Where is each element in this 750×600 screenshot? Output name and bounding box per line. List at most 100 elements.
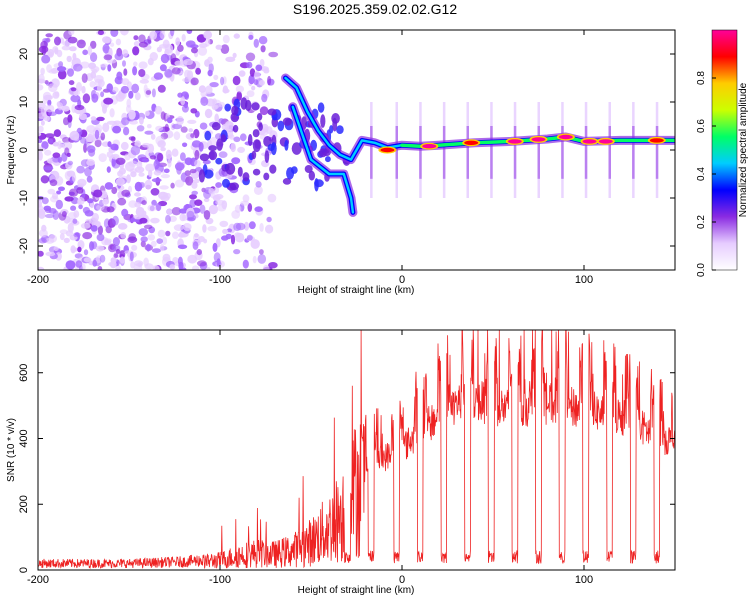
noise-blob	[170, 53, 177, 63]
noise-blob	[89, 241, 95, 251]
streak-core	[561, 126, 564, 179]
noise-blob	[254, 206, 263, 212]
noise-blob	[100, 132, 106, 141]
noise-blob	[107, 141, 112, 148]
noise-blob	[70, 94, 81, 103]
noise-blob	[38, 208, 46, 216]
signal-blob	[208, 145, 217, 152]
noise-blob	[61, 45, 71, 51]
noise-blob	[111, 153, 120, 160]
noise-blob	[151, 248, 162, 254]
noise-blob	[255, 64, 263, 72]
noise-blob	[128, 109, 136, 120]
noise-blob	[233, 249, 241, 255]
noise-blob	[58, 61, 64, 68]
noise-blob	[231, 210, 241, 219]
noise-blob	[147, 204, 157, 212]
streak-core	[513, 126, 517, 179]
noise-blob	[38, 151, 43, 161]
noise-blob	[164, 69, 173, 78]
noise-blob	[156, 46, 162, 53]
noise-blob	[180, 152, 186, 162]
noise-blob	[100, 91, 105, 98]
noise-blob	[231, 157, 241, 165]
noise-blob	[149, 155, 157, 160]
noise-blob	[208, 204, 218, 215]
noise-blob	[225, 56, 236, 62]
noise-blob	[97, 30, 104, 36]
signal-blob	[204, 130, 212, 141]
noise-blob	[147, 234, 156, 241]
noise-blob	[112, 125, 122, 134]
noise-blob	[190, 133, 195, 139]
signal-blob	[332, 117, 338, 132]
noise-blob	[119, 250, 126, 259]
noise-blob	[160, 147, 166, 152]
noise-blob	[189, 194, 197, 200]
noise-blob	[132, 46, 140, 56]
noise-blob	[151, 178, 162, 183]
noise-blob	[71, 104, 77, 114]
noise-blob	[259, 222, 264, 232]
hot-spot	[464, 140, 479, 145]
noise-blob	[233, 33, 240, 39]
noise-blob	[76, 187, 84, 194]
noise-blob	[70, 87, 77, 92]
noise-blob	[59, 233, 65, 241]
noise-blob	[38, 266, 45, 270]
snr-panel: -200 -100 0 100 0 200 400 600 Height of straigh…	[6, 329, 676, 596]
noise-blob	[128, 233, 136, 241]
noise-blob	[43, 94, 53, 101]
signal-blob	[320, 114, 326, 128]
noise-blob	[159, 243, 165, 252]
noise-blob	[263, 68, 270, 74]
noise-blob	[199, 122, 208, 130]
noise-blob	[134, 92, 141, 101]
noise-blob	[67, 160, 74, 166]
noise-blob	[128, 160, 138, 167]
noise-blob	[66, 152, 71, 157]
noise-blob	[131, 244, 138, 251]
noise-blob	[191, 47, 198, 54]
noise-blob	[187, 254, 198, 264]
noise-blob	[72, 52, 77, 61]
noise-blob	[207, 225, 217, 232]
noise-blob	[90, 71, 97, 79]
noise-blob	[132, 66, 138, 76]
noise-blob	[133, 35, 139, 41]
noise-blob	[78, 204, 83, 210]
noise-blob	[38, 112, 47, 120]
colorbar-ramp	[711, 29, 738, 271]
noise-blob	[90, 116, 97, 121]
noise-blob	[215, 182, 223, 188]
noise-blob	[140, 236, 148, 243]
noise-blob	[186, 30, 193, 34]
noise-blob	[167, 158, 172, 168]
noise-blob	[176, 116, 184, 126]
noise-blob	[194, 149, 200, 160]
noise-blob	[159, 31, 166, 39]
spectrogram-heatmap	[38, 30, 675, 270]
noise-blob	[149, 31, 158, 40]
x-tick-label: -200	[27, 574, 49, 586]
noise-blob	[230, 142, 236, 153]
noise-blob	[52, 141, 60, 147]
noise-blob	[198, 142, 204, 152]
x-tick-label: 0	[399, 574, 405, 586]
noise-blob	[197, 46, 208, 56]
noise-blob	[185, 176, 194, 186]
noise-blob	[145, 110, 150, 117]
noise-blob	[262, 264, 270, 270]
signal-blob	[211, 122, 221, 131]
noise-blob	[170, 182, 175, 189]
streak-core	[584, 126, 588, 179]
signal-blob	[282, 117, 292, 126]
noise-blob	[261, 93, 268, 103]
noise-blob	[38, 229, 48, 238]
noise-blob	[259, 249, 264, 255]
noise-blob	[97, 266, 103, 270]
signal-blob	[252, 168, 261, 176]
snr-line	[38, 330, 675, 570]
noise-blob	[99, 254, 106, 263]
noise-blob	[221, 123, 230, 131]
